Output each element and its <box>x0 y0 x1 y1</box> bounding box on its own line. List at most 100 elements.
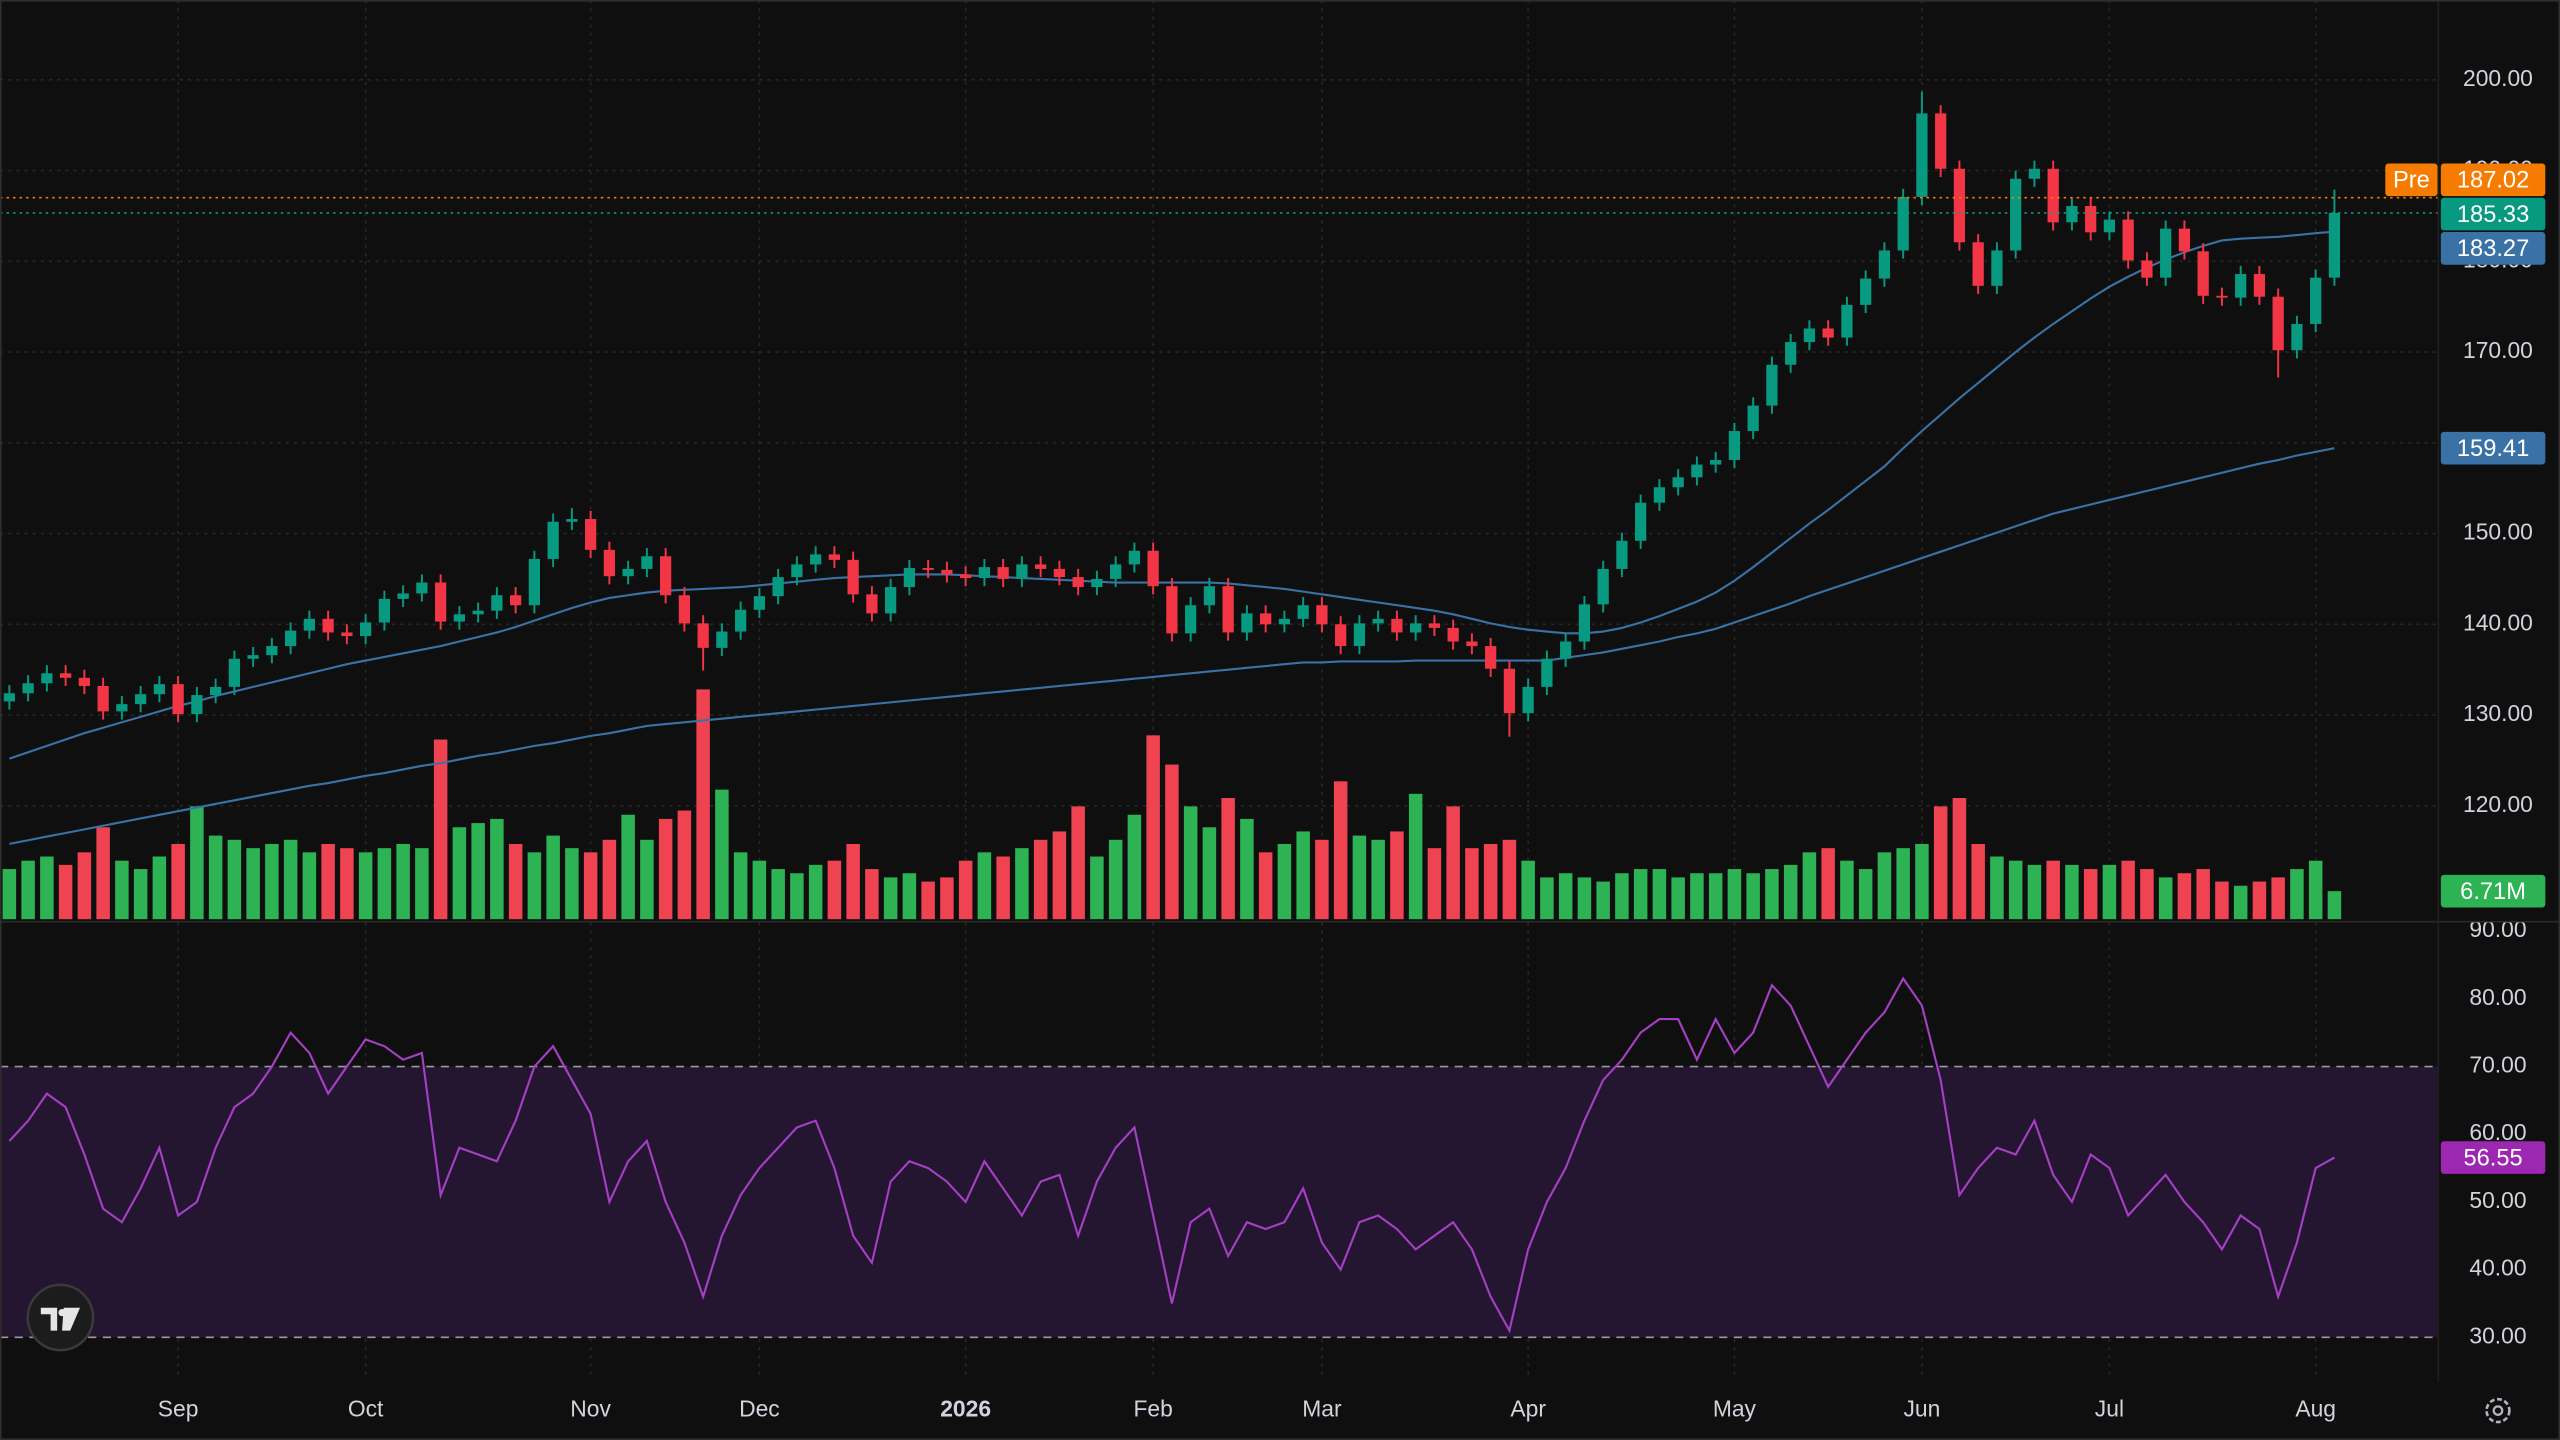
x-tick-label: Mar <box>1302 1396 1342 1422</box>
candle-body <box>2178 228 2191 252</box>
candle-body <box>1972 242 1984 286</box>
candle-body <box>866 594 878 614</box>
candle-body <box>1335 624 1347 647</box>
volume-bar <box>1971 843 1985 920</box>
price-tag-label: 6.71M <box>2460 879 2526 905</box>
volume-bar <box>415 848 429 920</box>
candle-body <box>1897 196 1909 251</box>
candle-body <box>378 598 391 623</box>
volume-bar <box>2233 885 2248 920</box>
candle-body <box>1747 405 1759 432</box>
candle-body <box>116 704 128 712</box>
candle-body <box>1522 686 1534 714</box>
volume-bar <box>133 869 148 920</box>
candle-body <box>1297 605 1309 619</box>
volume-bar <box>790 873 804 920</box>
volume-bar <box>1221 798 1235 920</box>
rsi-band <box>0 1065 2438 1339</box>
volume-bar <box>658 818 673 920</box>
volume-bar <box>996 856 1010 920</box>
volume-bar <box>1727 869 1742 920</box>
candle-body <box>453 614 466 622</box>
volume-bar <box>283 839 298 920</box>
volume-bar <box>771 869 785 920</box>
candles <box>3 91 2341 737</box>
logo[interactable] <box>26 1283 95 1352</box>
candle-body <box>1391 618 1403 633</box>
volume-bar <box>696 689 710 920</box>
volume-bar <box>677 810 692 920</box>
candle-body <box>2310 277 2322 324</box>
candle-body <box>1653 487 1666 503</box>
candle-body <box>735 609 747 632</box>
volume-bar <box>2158 877 2173 920</box>
candle-body <box>2291 323 2303 351</box>
volume-bar <box>565 848 579 920</box>
volume-bar <box>2121 860 2135 920</box>
x-tick-label: Aug <box>2295 1396 2336 1422</box>
candle-body <box>528 558 541 606</box>
volume-bar <box>827 860 842 920</box>
volume-bar <box>1108 839 1123 920</box>
volume-bar <box>1352 835 1367 920</box>
volume-bar <box>602 839 617 920</box>
y-tick-label: 130.00 <box>2463 700 2533 726</box>
volume-bar <box>452 827 467 920</box>
axis-labels: 120.00130.00140.00150.00160.00170.00180.… <box>158 65 2533 1422</box>
candle-body <box>1241 613 1253 633</box>
candle-body <box>2328 212 2341 278</box>
candle-body <box>2010 178 2022 251</box>
volume-bar <box>2252 881 2267 920</box>
candle-body <box>828 554 841 560</box>
volume-bar <box>58 864 73 920</box>
price-tag-label: 187.02 <box>2457 168 2529 194</box>
y-tick-label: 200.00 <box>2463 65 2533 91</box>
volume-bar <box>2065 864 2079 920</box>
volume-bar <box>1633 869 1648 920</box>
candle-body <box>2047 168 2059 223</box>
y-tick-label: 150.00 <box>2463 519 2533 545</box>
candle-body <box>791 564 803 578</box>
volume-bar <box>1708 873 1723 920</box>
candle-body <box>1372 618 1384 624</box>
volume-bar <box>1596 881 1610 920</box>
x-tick-label: 2026 <box>940 1396 991 1422</box>
candle-body <box>547 521 559 559</box>
rsi <box>8 976 2335 1334</box>
x-tick-label: Apr <box>1510 1396 1546 1422</box>
volume-bar <box>1915 843 1929 920</box>
volume-bar <box>302 852 317 920</box>
candle-body <box>135 694 147 705</box>
candle-body <box>435 582 447 622</box>
volume-bar <box>921 881 935 920</box>
candle-body <box>2216 295 2228 298</box>
candle-body <box>1935 113 1947 169</box>
volume-bar <box>1521 860 1535 920</box>
x-tick-label: Oct <box>348 1396 384 1422</box>
price-tag-box <box>2440 874 2546 908</box>
candle-body <box>60 673 72 678</box>
volume-bar <box>1390 831 1404 920</box>
settings-button[interactable] <box>2485 1397 2511 1424</box>
gear-outer <box>2485 1397 2511 1424</box>
volume <box>2 689 2342 920</box>
volume-bar <box>1408 793 1423 920</box>
candle-body <box>1991 250 2003 286</box>
candle-body <box>1597 568 1609 605</box>
volume-bar <box>1877 852 1892 920</box>
volume-bar <box>1090 856 1104 920</box>
volume-bar <box>1071 806 1085 920</box>
rsi-tick-label: 40.00 <box>2469 1255 2526 1281</box>
candle-body <box>78 677 91 686</box>
candle-body <box>1635 502 1647 541</box>
candle-body <box>1916 113 1928 197</box>
volume-bar <box>1502 839 1517 920</box>
candle-body <box>903 568 916 588</box>
premarket-tag-box <box>2385 163 2438 197</box>
candle-body <box>1841 304 1853 338</box>
volume-bar <box>2027 864 2042 920</box>
volume-bar <box>1840 860 1854 920</box>
volume-bar <box>940 877 954 920</box>
candle-body <box>1803 328 1816 343</box>
